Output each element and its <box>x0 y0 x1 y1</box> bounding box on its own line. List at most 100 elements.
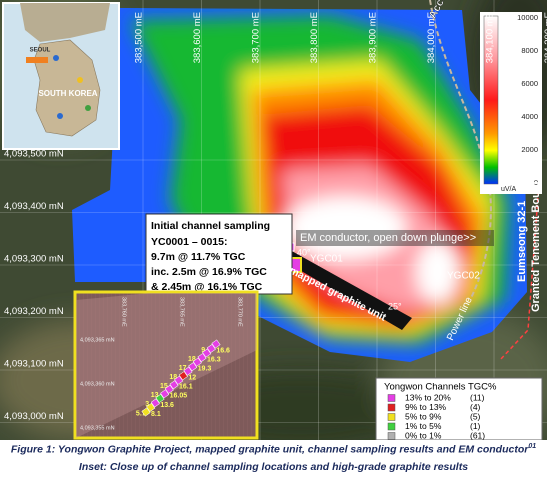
conductor-bg <box>296 230 494 246</box>
sample-label: 15.2 <box>160 383 174 390</box>
northing-label: 4,093,200 mN <box>4 306 64 317</box>
northing-label: 4,093,100 mN <box>4 359 64 370</box>
closeup-easting: 383,760 mE <box>121 297 127 327</box>
city-label: SEOUL <box>30 48 51 54</box>
callout-box <box>145 213 293 295</box>
sample-label: 13.6 <box>151 392 165 399</box>
callout-line: inc. 2.5m @ 16.9% TGC <box>151 266 267 278</box>
tenement-label: Eumseong 32-1 <box>516 201 528 282</box>
closeup-easting: 383,765 mE <box>179 297 185 327</box>
legend-swatch <box>387 422 396 431</box>
sample-label: 8.1 <box>151 411 161 418</box>
sample <box>202 348 212 358</box>
caption-text: Figure 1: Yongwon Graphite Project, mapp… <box>10 443 529 456</box>
northing-label: 4,093,300 mN <box>4 254 64 265</box>
sample <box>160 389 170 399</box>
closeup-northing: 4,093,360 mN <box>80 381 115 387</box>
caption-text: Inset: Close up of channel sampling loca… <box>78 461 469 473</box>
easting-label: 383,700 mE <box>251 12 262 63</box>
callout-line: & 2.45m @ 16.1% TGC <box>151 281 263 293</box>
sample-label: 16.1 <box>179 384 193 391</box>
sample <box>174 375 184 385</box>
map: 10000 8000 6000 4000 2000 0 uV/A SOUTH KOREA SE… <box>0 0 547 440</box>
legend-count: (4) <box>470 402 481 412</box>
closeup-northing: 4,093,365 mN <box>80 337 115 343</box>
sample <box>183 366 193 376</box>
colorbar-label: 6000 <box>521 79 538 88</box>
sample <box>150 398 160 408</box>
legend-box <box>375 377 543 440</box>
easting-label: 384,100 mE <box>485 12 496 63</box>
boundary-label: Granted Tenement Boundary <box>530 160 542 312</box>
sample <box>178 371 188 381</box>
target-label: YGC02 <box>447 271 480 282</box>
northing-label: 4,093,400 mN <box>4 201 64 212</box>
easting-label: 383,900 mE <box>368 12 379 63</box>
dip-label: 40° <box>297 247 311 257</box>
legend-swatch <box>387 403 396 412</box>
sample-label: 16.6 <box>216 347 230 354</box>
dip-label: 25° <box>388 301 402 311</box>
sample-label: 18.5 <box>169 374 183 381</box>
sample-label: 13.6 <box>160 402 174 409</box>
legend-title: Yongwon Channels TGC% <box>384 382 497 393</box>
closeup-inset <box>73 290 259 440</box>
country-label: SOUTH KOREA <box>38 89 97 98</box>
legend-count: (5) <box>470 411 481 421</box>
closeup-easting: 383,770 mE <box>237 297 243 327</box>
colorbar-label: 4000 <box>521 112 538 121</box>
sample-label: 16.05 <box>170 393 188 400</box>
northing-label: 4,093,000 mN <box>4 411 64 422</box>
legend-count: (61) <box>470 430 485 440</box>
sample-label: 17.9 <box>179 365 193 372</box>
legend-label: 13% to 20% <box>405 392 451 402</box>
target-label: YGC01 <box>310 254 343 265</box>
sample-label: 19.3 <box>198 366 212 373</box>
caption-line: Figure 1: Yongwon Graphite Project, mapp… <box>0 443 547 456</box>
sample <box>141 407 151 417</box>
colorbar-label: 2000 <box>521 145 538 154</box>
colorbar <box>483 15 499 185</box>
legend-label: 1% to 5% <box>405 421 442 431</box>
sample <box>146 402 156 412</box>
callout-title: Initial channel sampling <box>151 220 270 232</box>
callout-line: YC0001 – 0015: <box>151 236 227 248</box>
legend-swatch <box>387 413 396 421</box>
sample <box>155 393 165 403</box>
conductor-label: EM conductor, open down plunge>> <box>300 232 476 244</box>
easting-label: 384,200 mE <box>543 12 547 63</box>
sample <box>197 353 207 363</box>
legend-swatch <box>387 394 396 402</box>
sample <box>192 357 202 367</box>
legend-label: 0% to 1% <box>405 430 442 440</box>
closeup-northing: 4,093,355 mN <box>80 425 115 431</box>
colorbar-label: 8000 <box>521 46 538 55</box>
sample-label: 5.7 <box>136 410 146 417</box>
sample-label: 12 <box>188 375 196 382</box>
easting-label: 383,500 mE <box>134 12 145 63</box>
callout-line: 9.7m @ 11.7% TGC <box>151 251 246 263</box>
sample <box>169 380 179 390</box>
road <box>429 0 492 301</box>
locator-map <box>2 2 120 150</box>
sample <box>188 362 198 372</box>
sample <box>211 339 221 349</box>
colorbar-unit: uV/A <box>501 186 517 193</box>
legend-label: 5% to 9% <box>405 411 442 421</box>
legend-swatch <box>387 432 396 440</box>
northing-label: 4,093,500 mN <box>4 149 64 160</box>
sample <box>164 384 174 394</box>
legend-count: (1) <box>470 421 481 431</box>
sample <box>206 344 216 354</box>
easting-label: 383,600 mE <box>192 12 203 63</box>
colorbar-label: 0 <box>534 178 538 187</box>
sample-label: 16.3 <box>207 356 221 363</box>
easting-label: 384,000 mE <box>426 12 437 63</box>
colorbar-label: 10000 <box>517 13 538 22</box>
legend-label: 9% to 13% <box>405 402 447 412</box>
legend-count: (11) <box>470 392 485 402</box>
sample-label: 18.9 <box>188 356 202 363</box>
caption-superscript: 01 <box>528 443 537 450</box>
easting-label: 383,800 mE <box>309 12 320 63</box>
